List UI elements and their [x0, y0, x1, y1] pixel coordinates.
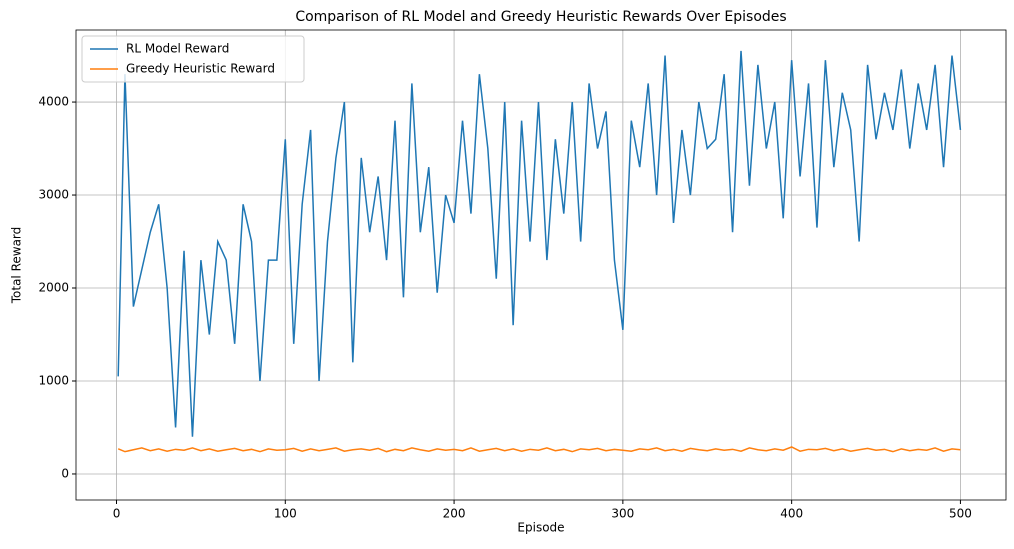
legend-label: RL Model Reward: [126, 42, 229, 56]
chart-title: Comparison of RL Model and Greedy Heuris…: [295, 9, 786, 25]
series-line: [117, 446, 961, 453]
y-tick-label: 2000: [38, 281, 69, 295]
x-tick-label: 100: [274, 507, 297, 521]
x-tick-label: 200: [443, 507, 466, 521]
y-tick-label: 0: [61, 466, 69, 480]
plot-frame: [75, 29, 1007, 501]
x-tick-label: 500: [949, 507, 972, 521]
series-line: [117, 50, 962, 437]
y-tick-label: 4000: [38, 95, 69, 109]
legend-box: [81, 35, 305, 83]
y-tick-label: 1000: [38, 373, 69, 387]
x-axis-label: Episode: [517, 521, 564, 535]
y-tick-label: 3000: [38, 188, 69, 202]
x-tick-label: 0: [113, 507, 121, 521]
x-tick-label: 400: [780, 507, 803, 521]
legend-label: Greedy Heuristic Reward: [126, 62, 275, 76]
x-tick-label: 300: [611, 507, 634, 521]
y-axis-label: Total Reward: [10, 227, 24, 305]
